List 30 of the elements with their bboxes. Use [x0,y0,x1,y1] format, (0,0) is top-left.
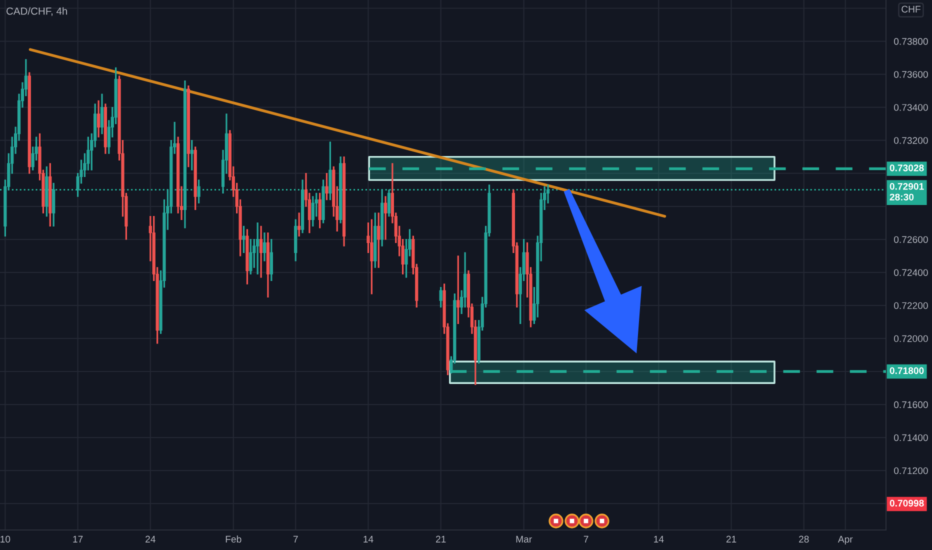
ref-line-label: 0.72901 28:30 [890,183,924,200]
x-tick-label: 7 [293,536,298,542]
x-tick-label: 7 [584,536,588,542]
x-tick-label: 10 [0,536,10,543]
y-tick-label: 0.73200 [894,137,928,144]
x-tick-label: 14 [364,536,374,542]
y-tick-label: 0.73800 [894,38,928,45]
y-tick-label: 0.72400 [894,269,928,276]
x-tick-label: 24 [146,536,156,542]
x-tick-label: 14 [654,536,664,542]
y-tick-label: 0.71400 [894,434,928,442]
y-tick-label: 0.71200 [894,467,928,474]
y-tick-label: 0.73400 [894,104,928,111]
x-tick-label: Mar [516,536,532,543]
y-tick-label: 0.71600 [894,401,928,408]
x-tick-label: 21 [726,536,736,542]
y-tick-label: 0.73600 [894,71,928,78]
text: 0.70998 [890,500,924,507]
x-tick-label: 17 [73,536,83,542]
x-tick-label: 28 [799,536,809,543]
y-tick-label: 0.72000 [894,335,928,342]
y-tick-label: 0.72600 [894,236,928,243]
text: CAD/CHF, 4h [6,7,68,16]
x-tick-label: Apr [838,536,853,544]
data-label: 0.73028 [890,164,924,172]
y-tick-label: 0.72200 [894,302,928,310]
data-label: 0.71800 [890,367,924,374]
text: CHF [902,6,920,13]
x-tick-label: Feb [226,536,242,543]
x-tick-label: 21 [436,536,446,542]
